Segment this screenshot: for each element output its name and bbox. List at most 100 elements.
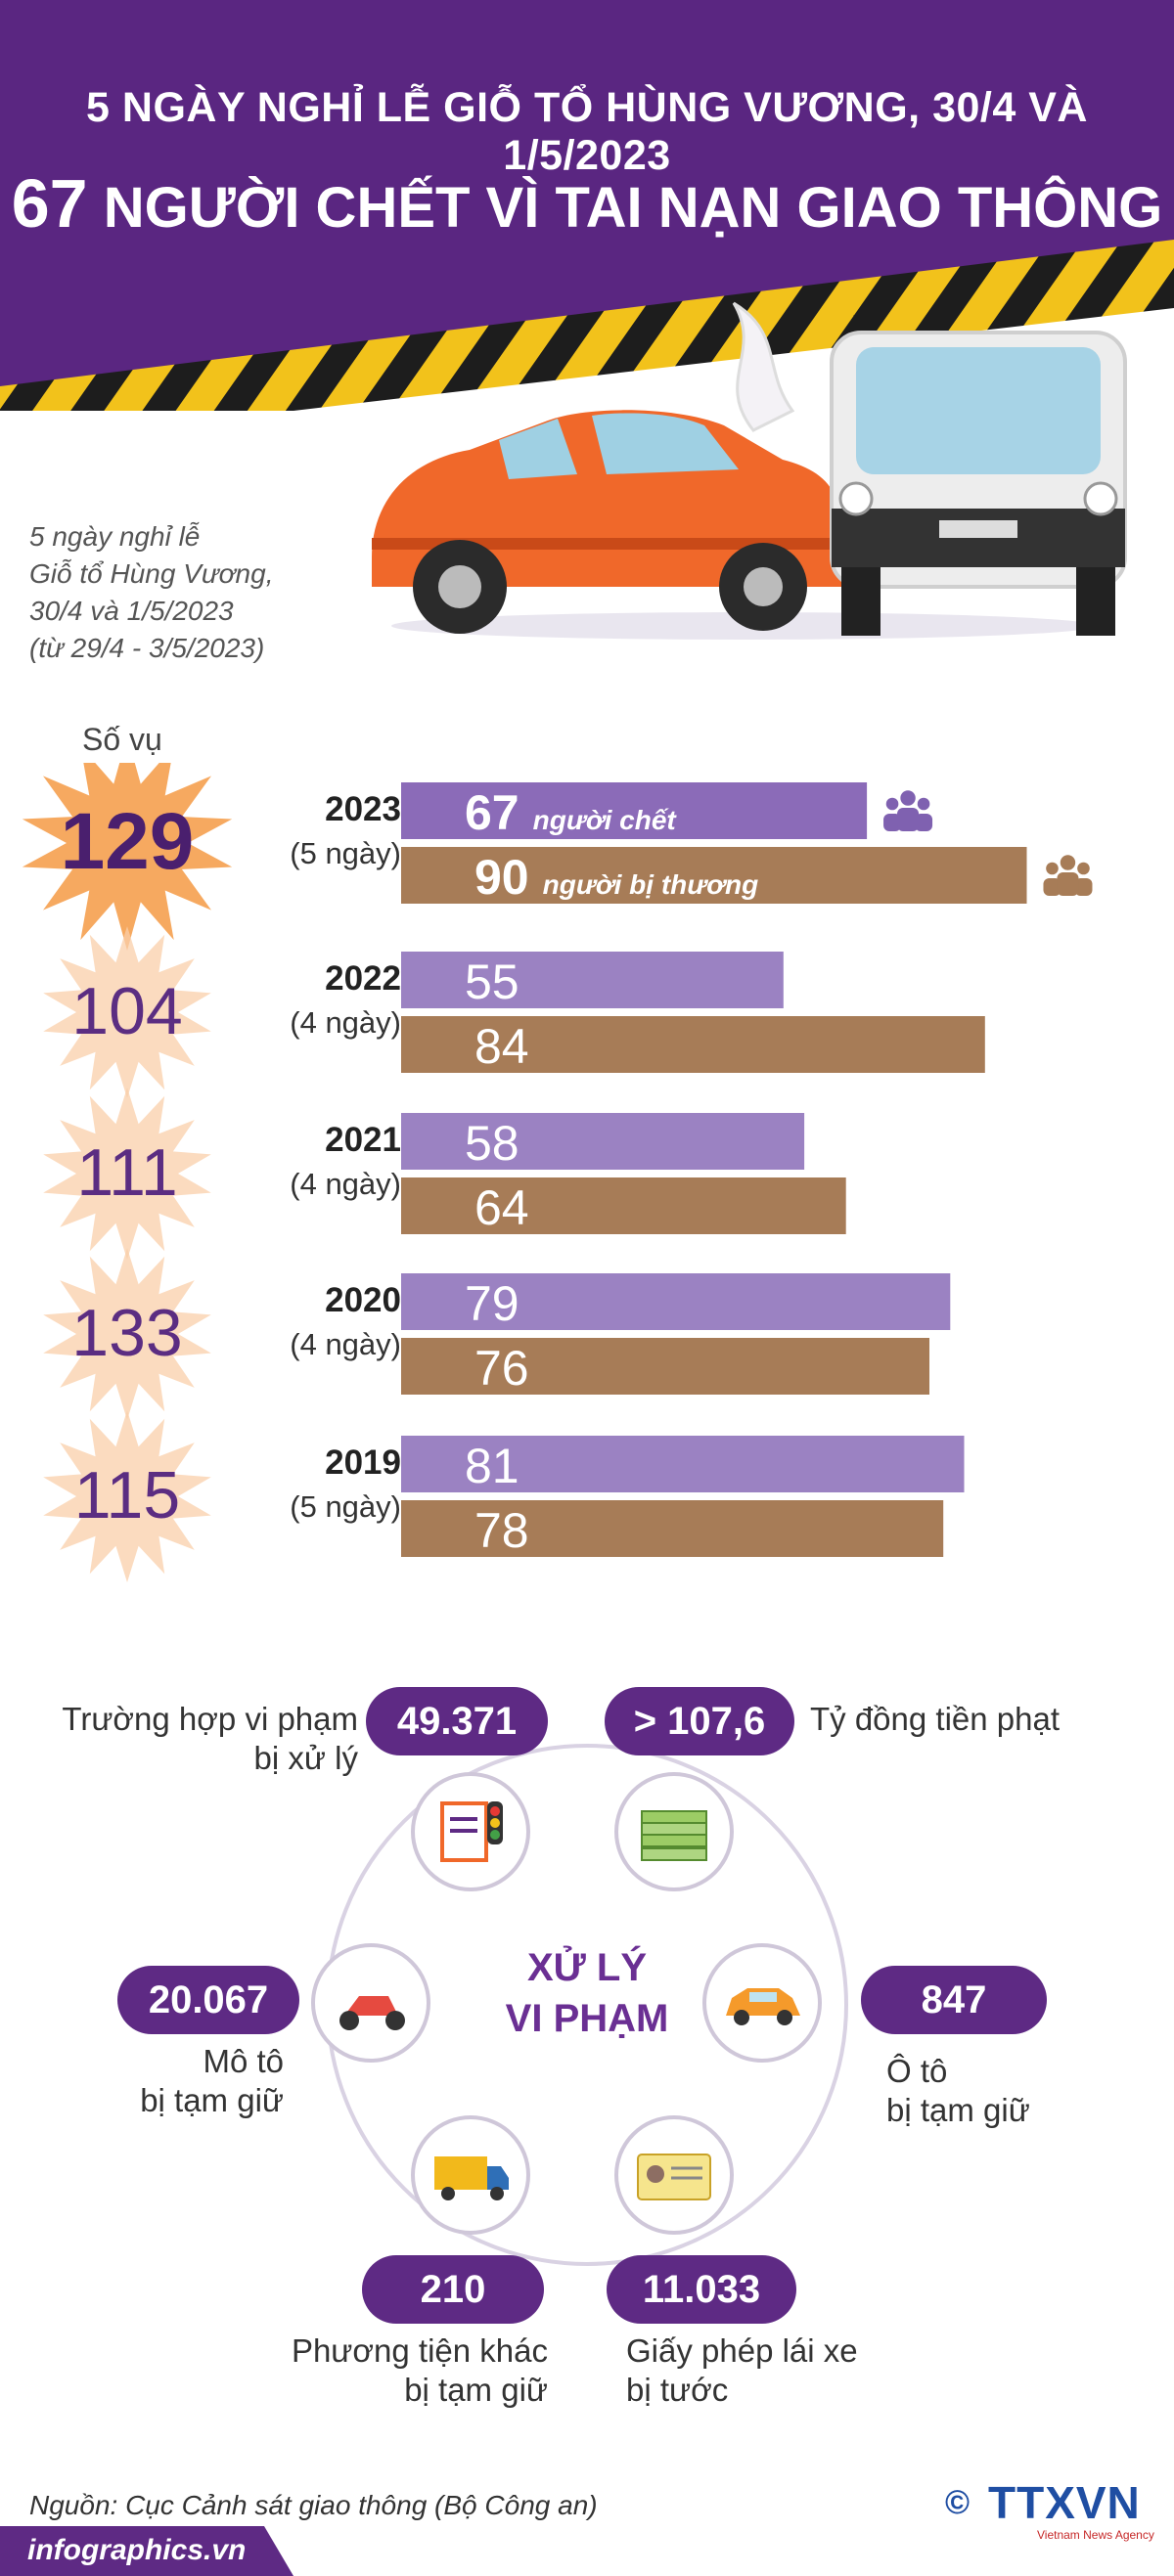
copyright-symbol: © — [945, 2484, 971, 2521]
incidents-value: 133 — [71, 1296, 183, 1370]
other-vehicles-value: 210 — [362, 2255, 544, 2324]
injured-bar — [401, 1177, 846, 1234]
deaths-value: 81 — [465, 1438, 519, 1494]
cases-label: Trường hợp vi phạm bị xử lý — [49, 1700, 358, 1778]
title-line1: 5 NGÀY NGHỈ LỄ GIỖ TỔ HÙNG VƯƠNG, 30/4 V… — [86, 84, 1088, 179]
violations-center-line1: XỬ LÝ — [526, 1946, 648, 1989]
license-icon — [614, 2115, 734, 2235]
title-death-text: NGƯỜI CHẾT VÌ TAI NẠN GIAO THÔNG — [103, 176, 1163, 240]
incident-burst — [43, 926, 211, 1098]
period-label: (4 ngày) — [290, 1167, 401, 1201]
deaths-bar — [401, 1273, 951, 1330]
other-vehicles-label-line2: bị tạm giữ — [404, 2372, 548, 2408]
title-death-count: 67 — [11, 165, 88, 242]
motorbike-icon — [311, 1943, 430, 2063]
deaths-value: 58 — [465, 1115, 519, 1172]
people-icon — [883, 790, 933, 831]
period-note-line3: 30/4 và 1/5/2023 — [29, 596, 234, 626]
agency-logo: TTXVN — [988, 2477, 1141, 2528]
other-vehicles-label-line1: Phương tiện khác — [291, 2332, 548, 2369]
period-note: 5 ngày nghỉ lễ Giỗ tổ Hùng Vương, 30/4 v… — [29, 518, 342, 667]
deaths-number: 79 — [465, 1276, 519, 1331]
deaths-suffix: người chết — [532, 805, 676, 835]
cars-label-line1: Ô tô — [886, 2053, 948, 2089]
motorbikes-label: Mô tô bị tạm giữ — [68, 2042, 284, 2120]
period-label: (4 ngày) — [290, 1005, 401, 1040]
incident-burst — [43, 1248, 211, 1420]
incidents-value: 129 — [60, 797, 195, 886]
incident-burst — [22, 763, 233, 951]
licenses-value: 11.033 — [607, 2255, 796, 2324]
motorbikes-label-line2: bị tạm giữ — [140, 2082, 284, 2118]
caution-tape — [0, 240, 1174, 411]
source-note: Nguồn: Cục Cảnh sát giao thông (Bộ Công … — [29, 2490, 598, 2520]
year-label: 2019 — [325, 1443, 401, 1482]
incidents-value: 115 — [73, 1458, 181, 1532]
year-label: 2021 — [325, 1121, 401, 1159]
deaths-bar — [401, 952, 784, 1008]
period-note-line1: 5 ngày nghỉ lễ — [29, 521, 201, 552]
cases-label-line2: bị xử lý — [253, 1740, 358, 1776]
deaths-value: 55 — [465, 954, 519, 1010]
accident-chart: 129 2023 (5 ngày) 67 người chết 90 người bị th… — [0, 763, 1174, 1604]
title-line2: 67 NGƯỜI CHẾT VÌ TAI NẠN GIAO THÔNG — [0, 164, 1174, 243]
injured-bar — [401, 1016, 985, 1073]
period-label: (5 ngày) — [290, 836, 401, 870]
money-icon — [614, 1772, 734, 1891]
fines-label: Tỷ đồng tiền phạt — [810, 1701, 1061, 1737]
agency-subtitle: Vietnam News Agency — [1037, 2528, 1154, 2542]
incidents-value: 111 — [76, 1135, 178, 1210]
chart-svg — [22, 763, 1093, 1582]
licenses-label: Giấy phép lái xe bị tước — [626, 2332, 858, 2410]
injured-value: 64 — [474, 1179, 529, 1236]
deaths-bar — [401, 782, 868, 839]
deaths-value: 67 người chết — [465, 784, 676, 841]
other-vehicles-label: Phương tiện khác bị tạm giữ — [245, 2332, 548, 2410]
people-icon — [1043, 855, 1093, 896]
injured-number: 76 — [474, 1341, 529, 1396]
incident-burst — [43, 1410, 211, 1582]
injured-value: 78 — [474, 1502, 529, 1559]
injured-bar — [401, 1500, 944, 1557]
cars-value: 847 — [861, 1966, 1047, 2034]
licenses-label-line2: bị tước — [626, 2372, 729, 2408]
motorbikes-label-line1: Mô tô — [203, 2043, 284, 2079]
incidents-value: 104 — [71, 974, 183, 1048]
cases-label-line1: Trường hợp vi phạm — [62, 1701, 358, 1737]
cars-label: Ô tô bị tạm giữ — [886, 2052, 1030, 2130]
site-link[interactable]: infographics.vn — [27, 2534, 247, 2566]
deaths-bar — [401, 1113, 805, 1170]
motorbikes-value: 20.067 — [117, 1966, 299, 2034]
injured-bar — [401, 847, 1027, 904]
period-note-line2: Giỗ tổ Hùng Vương, — [29, 558, 274, 589]
incidents-label: Số vụ — [82, 722, 162, 757]
violations-center-line2: VI PHẠM — [505, 1997, 669, 2040]
fines-value: > 107,6 — [605, 1687, 794, 1755]
deaths-number: 67 — [465, 785, 519, 840]
deaths-number: 58 — [465, 1116, 519, 1171]
car-icon — [702, 1943, 822, 2063]
header-background — [0, 0, 1174, 411]
ticket-icon — [411, 1772, 530, 1891]
truck-icon — [411, 2115, 530, 2235]
injured-bar — [401, 1338, 929, 1395]
deaths-bar — [401, 1436, 965, 1492]
period-note-line4: (từ 29/4 - 3/5/2023) — [29, 633, 265, 663]
licenses-label-line1: Giấy phép lái xe — [626, 2332, 858, 2369]
injured-number: 64 — [474, 1180, 529, 1235]
year-label: 2022 — [325, 959, 401, 998]
period-label: (4 ngày) — [290, 1327, 401, 1361]
cases-value: 49.371 — [366, 1687, 548, 1755]
deaths-value: 79 — [465, 1275, 519, 1332]
year-label: 2023 — [325, 790, 401, 828]
injured-number: 84 — [474, 1019, 529, 1074]
injured-value: 90 người bị thương — [474, 849, 758, 906]
injured-value: 84 — [474, 1018, 529, 1075]
period-label: (5 ngày) — [290, 1489, 401, 1524]
cars-label-line2: bị tạm giữ — [886, 2092, 1030, 2128]
deaths-number: 81 — [465, 1439, 519, 1493]
car-crash-illustration — [372, 301, 1127, 640]
header-banner — [0, 0, 1174, 411]
injured-value: 76 — [474, 1340, 529, 1397]
incident-burst — [43, 1088, 211, 1260]
